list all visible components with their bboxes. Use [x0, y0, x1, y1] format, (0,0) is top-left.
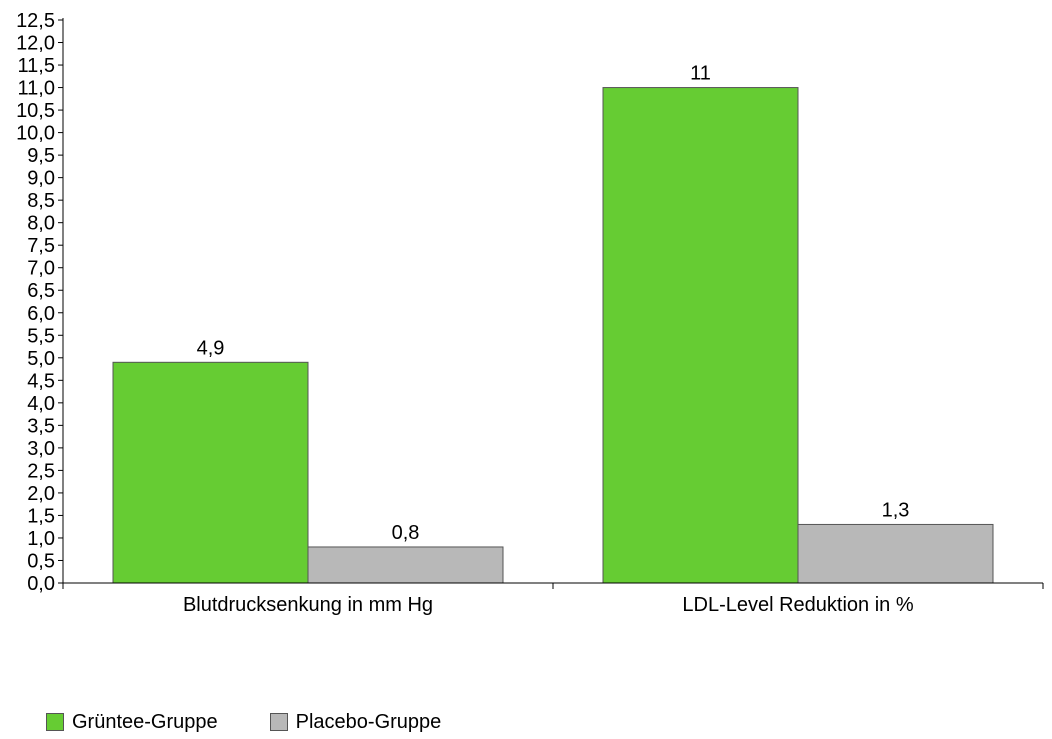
- y-tick-label: 0,0: [27, 573, 55, 595]
- y-tick-label: 1,5: [27, 505, 55, 527]
- y-tick-label: 4,0: [27, 393, 55, 415]
- category-label: LDL-Level Reduktion in %: [682, 594, 913, 616]
- y-tick-label: 5,5: [27, 325, 55, 347]
- y-tick-label: 8,5: [27, 190, 55, 212]
- bar-gruentee-0: [112, 361, 309, 584]
- y-tick-label: 7,5: [27, 235, 55, 257]
- y-tick-label: 12,5: [16, 10, 55, 32]
- y-tick-label: 11,5: [18, 55, 55, 77]
- category-label: Blutdrucksenkung in mm Hg: [183, 594, 433, 616]
- y-tick-label: 9,5: [27, 145, 55, 167]
- bar-gruentee-1: [602, 87, 799, 584]
- y-tick-label: 7,0: [27, 258, 55, 280]
- y-axis-ticks: 0,00,51,01,52,02,53,03,54,04,55,05,56,06…: [16, 10, 63, 595]
- legend-swatch-placebo: [269, 713, 288, 731]
- y-tick-label: 5,0: [27, 348, 55, 370]
- y-tick-label: 6,5: [27, 280, 55, 302]
- y-tick-label: 2,5: [27, 460, 55, 482]
- y-tick-label: 11,0: [18, 78, 55, 100]
- value-label: 11: [690, 63, 711, 85]
- y-tick-label: 10,5: [16, 100, 55, 122]
- legend: Grüntee-Gruppe Placebo-Gruppe: [46, 707, 493, 737]
- axes: [62, 18, 1044, 589]
- bar-placebo-0: [307, 546, 504, 584]
- y-tick-label: 3,0: [27, 438, 55, 460]
- value-labels: 4,9 0,8 11 1,3: [197, 63, 910, 544]
- y-tick-label: 12,0: [16, 33, 55, 55]
- y-tick-label: 10,0: [16, 123, 55, 145]
- y-tick-label: 3,5: [27, 415, 55, 437]
- legend-label-placebo: Placebo-Gruppe: [295, 710, 442, 733]
- y-tick-label: 4,5: [27, 370, 55, 392]
- value-label: 0,8: [392, 522, 420, 544]
- legend-item-placebo: Placebo-Gruppe: [269, 710, 442, 734]
- category-labels: Blutdrucksenkung in mm Hg LDL-Level Reduk…: [183, 594, 914, 616]
- bar-placebo-1: [797, 523, 994, 584]
- legend-label-gruentee: Grüntee-Gruppe: [72, 710, 218, 733]
- value-label: 1,3: [882, 499, 910, 521]
- legend-swatch-gruentee: [46, 713, 64, 731]
- value-label: 4,9: [197, 337, 225, 359]
- bars: [112, 87, 994, 584]
- legend-item-gruentee: Grüntee-Gruppe: [46, 711, 218, 734]
- y-tick-label: 6,0: [27, 303, 55, 325]
- y-tick-label: 0,5: [27, 550, 55, 572]
- y-tick-label: 2,0: [27, 483, 55, 505]
- y-tick-label: 9,0: [27, 168, 55, 190]
- y-tick-label: 8,0: [27, 213, 55, 235]
- bar-chart: 0,00,51,01,52,02,53,03,54,04,55,05,56,06…: [16, 10, 1044, 616]
- y-tick-label: 1,0: [27, 528, 55, 550]
